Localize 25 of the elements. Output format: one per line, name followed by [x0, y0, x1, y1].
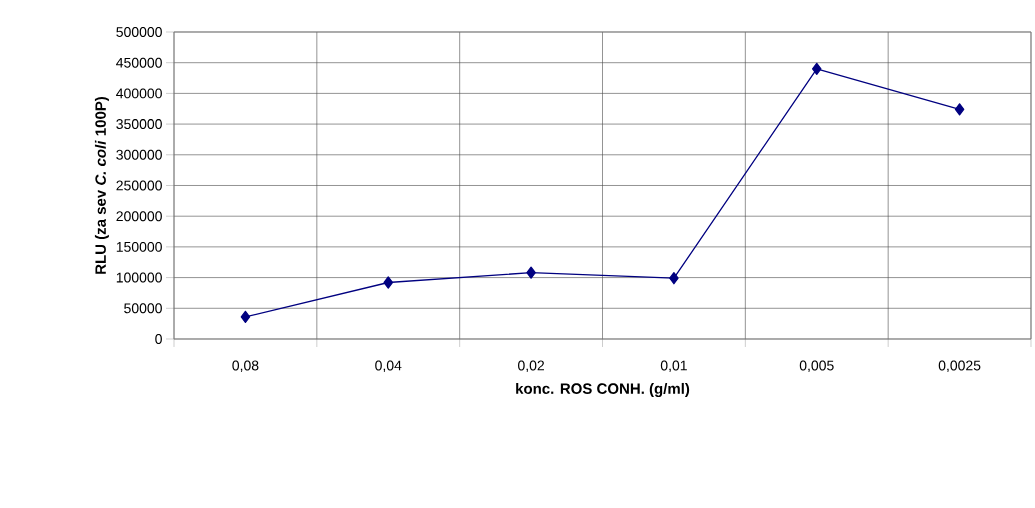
point [669, 272, 679, 285]
point [383, 276, 394, 289]
y-tick-label: 400000 [116, 88, 162, 99]
y-tick-label: 500000 [116, 27, 162, 37]
y-tick-label: 150000 [116, 241, 162, 252]
point [526, 266, 536, 279]
y-tick-label: 250000 [116, 180, 162, 191]
y-tick-label: 50000 [124, 303, 162, 314]
x-tick-label: 0,02 [518, 360, 545, 373]
y-tick-label: 450000 [116, 57, 162, 68]
x-axis-title: konc. ROS CONH. (g/ml) [516, 382, 690, 397]
x-tick-label: 0,08 [232, 360, 259, 373]
x-tick-label: 0,04 [375, 360, 402, 373]
y-axis-title: RLU (za sev C. coli 100P) [94, 96, 109, 274]
x-tick-label: 0,005 [799, 360, 834, 373]
y-tick-label: 350000 [116, 119, 162, 130]
x-tick-label: 0,01 [660, 360, 687, 373]
point [240, 310, 251, 324]
point [954, 103, 965, 116]
x-tick-label: 0,0025 [938, 360, 981, 373]
point [811, 62, 822, 75]
y-tick-label: 0 [155, 334, 162, 344]
y-tick-label: 300000 [116, 149, 162, 160]
y-tick-label: 200000 [116, 211, 162, 222]
y-tick-label: 100000 [116, 272, 162, 283]
